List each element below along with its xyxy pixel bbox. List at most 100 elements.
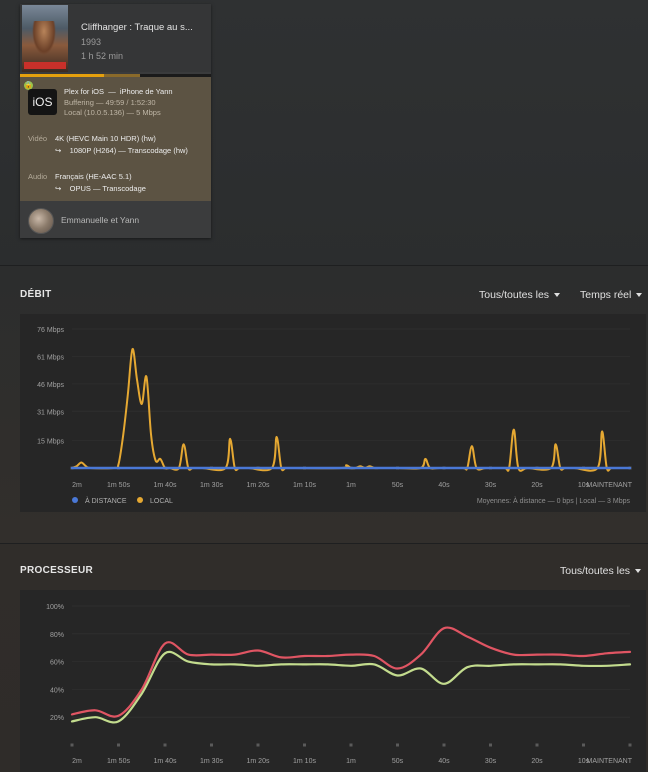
transcode-arrow-icon: ↪ xyxy=(55,146,62,155)
player-status: Buffering — 49:59 / 1:52:30 xyxy=(64,98,156,107)
x-tick-mark xyxy=(70,743,74,747)
bandwidth-legend[interactable]: À DISTANCE LOCAL xyxy=(72,496,173,505)
video-transcode: ↪ 1080P (H264) — Transcodage (hw) xyxy=(55,146,188,155)
cpu-filter-label: Tous/toutes les xyxy=(560,565,631,577)
video-source: 4K (HEVC Main 10 HDR) (hw) xyxy=(55,134,156,143)
x-tick-mark xyxy=(303,743,306,747)
y-tick-label: 31 Mbps xyxy=(37,409,64,416)
x-tick-label: 1m 40s xyxy=(154,758,177,765)
x-tick-label: 10s xyxy=(578,482,590,489)
x-tick-label: 40s xyxy=(438,758,450,765)
legend-remote-label[interactable]: À DISTANCE xyxy=(85,496,127,505)
x-tick-label: 20s xyxy=(531,758,543,765)
cpu-filter-dropdown[interactable]: Tous/toutes les xyxy=(560,565,642,577)
now-playing-card[interactable]: Cliffhanger : Traque au s... 1993 1 h 52… xyxy=(20,4,211,238)
device-name: iPhone de Yann xyxy=(119,87,173,96)
x-tick-label: 2m xyxy=(72,758,82,765)
x-tick-mark xyxy=(489,743,492,747)
legend-local-label[interactable]: LOCAL xyxy=(150,498,173,505)
y-tick-label: 15 Mbps xyxy=(37,439,64,446)
cpu-chart: 100% 80% 60% 40% 20% 2m 1m 50s 1m 40s 1m 30s 1m 2… xyxy=(46,604,633,765)
x-tick-mark xyxy=(163,743,167,747)
movie-duration: 1 h 52 min xyxy=(81,51,124,61)
x-tick-label: 1m 50s xyxy=(107,758,130,765)
player-network: Local (10.0.5.136) — 5 Mbps xyxy=(64,108,161,117)
x-tick-mark xyxy=(117,743,120,747)
y-tick-label: 60% xyxy=(50,660,64,667)
x-tick-label: 1m 20s xyxy=(247,482,270,489)
y-tick-label: 80% xyxy=(50,632,64,639)
bandwidth-filter-label: Tous/toutes les xyxy=(479,289,550,301)
timespan-dropdown[interactable]: Temps réel xyxy=(580,289,643,301)
x-tick-label: 1m 50s xyxy=(107,482,130,489)
cpu-title: PROCESSEUR xyxy=(20,565,94,576)
audio-target: OPUS — Transcodage xyxy=(69,184,146,193)
legend-remote-dot xyxy=(72,497,78,503)
x-tick-label: 1m 10s xyxy=(293,758,316,765)
timespan-label: Temps réel xyxy=(580,289,632,301)
movie-year: 1993 xyxy=(81,37,102,47)
video-target: 1080P (H264) — Transcodage (hw) xyxy=(69,146,188,155)
x-tick-label: MAINTENANT xyxy=(587,758,633,765)
secure-connection-icon: 🔒 xyxy=(24,81,33,90)
poster-title-bar xyxy=(24,62,66,69)
x-tick-mark xyxy=(535,743,539,747)
chevron-down-icon xyxy=(636,293,643,298)
playback-progress xyxy=(20,74,105,77)
user-name[interactable]: Emmanuelle et Yann xyxy=(61,215,140,225)
x-tick-label: 1m 40s xyxy=(154,482,177,489)
x-tick-label: 1m 10s xyxy=(293,482,316,489)
x-tick-label: 50s xyxy=(392,482,404,489)
x-tick-label: 1m 30s xyxy=(200,482,223,489)
stream-details: 🔒 iOS Plex for iOS — iPhone de Yann Buff… xyxy=(20,77,211,201)
ios-player-icon: iOS xyxy=(28,89,57,115)
audio-transcode: ↪ OPUS — Transcodage xyxy=(55,184,146,193)
card-user-footer[interactable]: Emmanuelle et Yann xyxy=(20,201,211,238)
transcode-arrow-icon: ↪ xyxy=(55,184,62,193)
local-series-line xyxy=(71,348,631,472)
y-tick-label: 46 Mbps xyxy=(37,382,64,389)
audio-source: Français (HE-AAC 5.1) xyxy=(55,172,132,181)
x-tick-mark xyxy=(442,743,446,747)
audio-label: Audio xyxy=(28,172,48,181)
bandwidth-chart-panel: 76 Mbps 61 Mbps 46 Mbps 31 Mbps 15 Mbps 2m 1m … xyxy=(20,314,646,512)
y-tick-label: 40% xyxy=(50,687,64,694)
buffer-progress xyxy=(104,74,141,77)
chevron-down-icon xyxy=(635,569,642,574)
x-tick-label: 1m xyxy=(346,482,356,489)
x-tick-mark xyxy=(210,743,213,747)
x-tick-label: 1m xyxy=(346,758,356,765)
video-label: Vidéo xyxy=(28,134,48,143)
x-tick-label: 1m 20s xyxy=(247,758,270,765)
x-tick-label: 50s xyxy=(392,758,404,765)
bandwidth-averages: Moyennes: À distance — 0 bps | Local — 3… xyxy=(477,496,631,505)
card-header[interactable]: Cliffhanger : Traque au s... 1993 1 h 52… xyxy=(20,4,211,72)
x-tick-mark xyxy=(256,743,260,747)
x-tick-label: MAINTENANT xyxy=(587,482,633,489)
x-tick-mark xyxy=(628,743,632,747)
x-tick-label: 30s xyxy=(485,758,497,765)
x-tick-label: 1m 30s xyxy=(200,758,223,765)
x-tick-mark xyxy=(582,743,585,747)
y-tick-label: 76 Mbps xyxy=(37,327,64,334)
y-tick-label: 100% xyxy=(46,604,64,611)
bandwidth-chart: 76 Mbps 61 Mbps 46 Mbps 31 Mbps 15 Mbps 2m 1m … xyxy=(37,327,633,505)
x-tick-label: 10s xyxy=(578,758,590,765)
user-avatar[interactable] xyxy=(28,208,54,234)
x-tick-label: 2m xyxy=(72,482,82,489)
y-tick-label: 20% xyxy=(50,715,64,722)
movie-poster[interactable] xyxy=(22,5,68,72)
player-device: Plex for iOS — iPhone de Yann xyxy=(64,87,173,96)
legend-local-dot xyxy=(137,497,143,503)
y-tick-label: 61 Mbps xyxy=(37,354,64,361)
playback-progress-bar xyxy=(20,74,211,77)
x-tick-mark xyxy=(349,743,353,747)
cpu-process-line xyxy=(70,626,632,718)
bandwidth-title: DÉBIT xyxy=(20,289,52,300)
x-tick-mark xyxy=(396,743,399,747)
chevron-down-icon xyxy=(554,293,561,298)
bandwidth-filter-dropdown[interactable]: Tous/toutes les xyxy=(479,289,561,301)
poster-figure xyxy=(32,21,56,55)
player-separator: — xyxy=(108,87,116,96)
movie-title[interactable]: Cliffhanger : Traque au s... xyxy=(81,22,193,33)
